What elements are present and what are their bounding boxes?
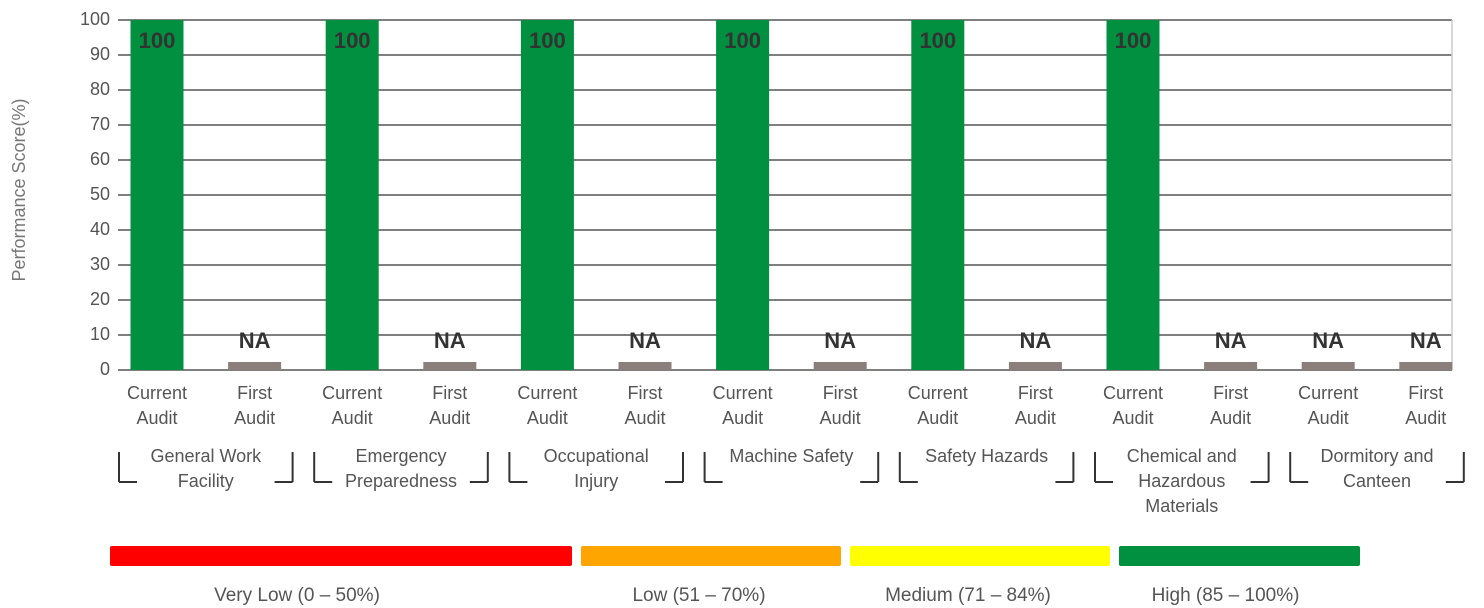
na-placeholder bbox=[228, 362, 282, 370]
value-label: 100 bbox=[1115, 28, 1152, 53]
y-tick-label: 0 bbox=[100, 359, 110, 379]
x-tick-label: First Audit bbox=[1014, 383, 1056, 428]
value-label: NA bbox=[239, 328, 271, 353]
group-label: Dormitory and Canteen bbox=[1320, 446, 1434, 491]
x-tick-label: First Audit bbox=[819, 383, 861, 428]
y-tick-label: 90 bbox=[90, 44, 110, 64]
group-label: Chemical and Hazardous Materials bbox=[1126, 446, 1237, 516]
value-label: NA bbox=[1020, 328, 1052, 353]
x-tick-label: First Audit bbox=[234, 383, 276, 428]
bar bbox=[1106, 20, 1160, 370]
y-tick-label: 100 bbox=[80, 9, 110, 29]
y-axis-label: Performance Score(%) bbox=[9, 98, 29, 281]
value-label: 100 bbox=[724, 28, 761, 53]
value-label: 100 bbox=[139, 28, 176, 53]
na-placeholder bbox=[1204, 362, 1258, 370]
x-tick-label: Current Audit bbox=[712, 383, 773, 428]
value-label: NA bbox=[1410, 328, 1442, 353]
group-label: Safety Hazards bbox=[925, 446, 1049, 466]
value-label: 100 bbox=[529, 28, 566, 53]
y-tick-label: 60 bbox=[90, 149, 110, 169]
bar bbox=[130, 20, 184, 370]
x-tick-label: Current Audit bbox=[322, 383, 383, 428]
value-label: NA bbox=[434, 328, 466, 353]
x-tick-label: Current Audit bbox=[1298, 383, 1359, 428]
group-label: General Work Facility bbox=[150, 446, 262, 491]
value-label: NA bbox=[824, 328, 856, 353]
na-placeholder bbox=[618, 362, 672, 370]
x-tick-label: First Audit bbox=[624, 383, 666, 428]
na-placeholder bbox=[1399, 362, 1453, 370]
legend-label: High (85 – 100%) bbox=[1152, 585, 1300, 606]
na-placeholder bbox=[813, 362, 867, 370]
value-label: NA bbox=[629, 328, 661, 353]
x-tick-label: First Audit bbox=[1405, 383, 1447, 428]
bar bbox=[325, 20, 379, 370]
legend-band bbox=[850, 546, 1110, 566]
na-placeholder bbox=[1301, 362, 1355, 370]
y-tick-label: 50 bbox=[90, 184, 110, 204]
y-tick-label: 80 bbox=[90, 79, 110, 99]
bar bbox=[911, 20, 965, 370]
y-tick-label: 20 bbox=[90, 289, 110, 309]
legend-label: Very Low (0 – 50%) bbox=[214, 585, 380, 606]
y-tick-label: 30 bbox=[90, 254, 110, 274]
legend-label: Low (51 – 70%) bbox=[632, 585, 765, 606]
na-placeholder bbox=[423, 362, 477, 370]
value-label: 100 bbox=[334, 28, 371, 53]
group-label: Occupational Injury bbox=[543, 446, 649, 491]
x-tick-label: First Audit bbox=[429, 383, 471, 428]
value-label: NA bbox=[1215, 328, 1247, 353]
x-tick-label: Current Audit bbox=[126, 383, 188, 428]
x-tick-label: Current Audit bbox=[517, 383, 578, 428]
legend-band bbox=[110, 546, 572, 566]
x-tick-label: Current Audit bbox=[1102, 383, 1164, 428]
legend-label: Medium (71 – 84%) bbox=[885, 585, 1051, 606]
x-tick-label: First Audit bbox=[1210, 383, 1252, 428]
na-placeholder bbox=[1008, 362, 1062, 370]
group-label: Emergency Preparedness bbox=[344, 446, 458, 491]
y-tick-label: 10 bbox=[90, 324, 110, 344]
legend-band bbox=[581, 546, 841, 566]
value-label: NA bbox=[1312, 328, 1344, 353]
y-tick-label: 40 bbox=[90, 219, 110, 239]
x-tick-label: Current Audit bbox=[907, 383, 968, 428]
y-tick-label: 70 bbox=[90, 114, 110, 134]
value-label: 100 bbox=[919, 28, 956, 53]
bar bbox=[716, 20, 770, 370]
bar bbox=[520, 20, 574, 370]
legend-band bbox=[1119, 546, 1360, 566]
group-label: Machine Safety bbox=[729, 446, 854, 466]
